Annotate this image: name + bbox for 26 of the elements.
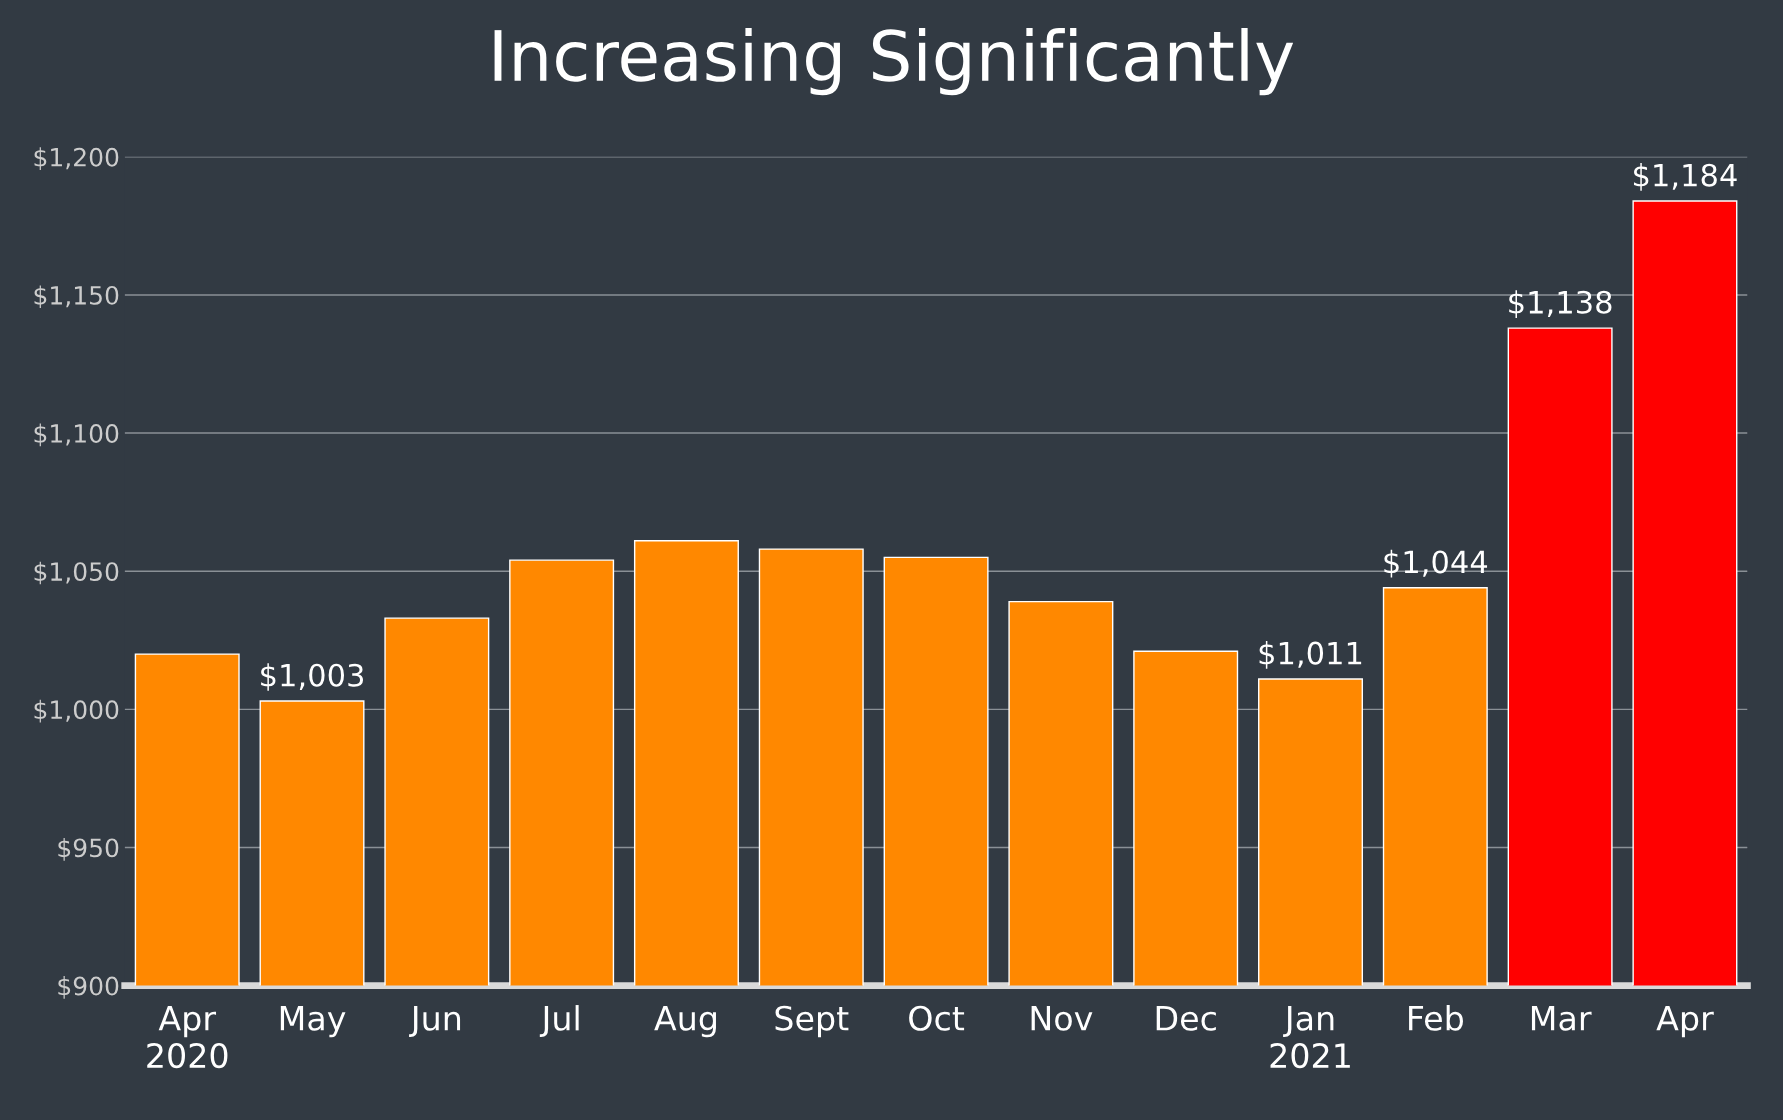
x-tick-label: Sept — [775, 1005, 849, 1038]
x-tick-label: Jun — [409, 1006, 461, 1038]
x-tick-label: Oct — [909, 1005, 965, 1031]
y-tick-label: $1,200 — [34, 147, 119, 170]
data-label: $1,044 — [1384, 549, 1488, 578]
x-tick-label: Apr 2020 — [147, 1006, 228, 1069]
x-tick-label: Dec — [1156, 1006, 1216, 1031]
x-tick-label: Jan 2021 — [1270, 1006, 1350, 1069]
y-tick-label: $1,000 — [34, 699, 119, 723]
x-tick-label: Apr — [1656, 1006, 1714, 1038]
x-tick-label: May — [280, 1006, 346, 1038]
y-tick-label: $1,050 — [34, 561, 119, 585]
x-tick-label: Aug — [654, 1006, 716, 1038]
y-tick-label: $1,100 — [34, 423, 119, 447]
x-tick-label: Jul — [539, 1005, 579, 1038]
y-tick-label: $1,150 — [34, 285, 119, 309]
x-tick-label: Nov — [1031, 1006, 1093, 1031]
y-tick-label: $950 — [58, 837, 119, 861]
y-tick-label: $900 — [58, 976, 119, 999]
x-tick-label: Mar — [1531, 1006, 1592, 1031]
data-label: $1,138 — [1509, 290, 1612, 318]
chart-title: Increasing Significantly — [494, 28, 1294, 96]
data-label: $1,011 — [1259, 641, 1362, 669]
data-label: $1,184 — [1634, 163, 1737, 191]
data-label: $1,003 — [261, 663, 364, 691]
x-tick-label: Feb — [1409, 1005, 1463, 1031]
